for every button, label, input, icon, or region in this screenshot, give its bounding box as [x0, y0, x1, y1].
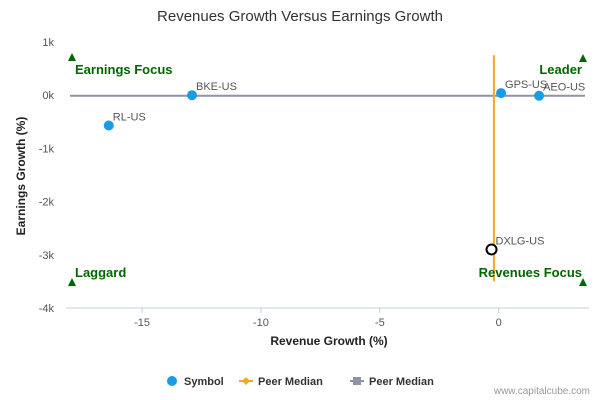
legend-label: Symbol: [184, 376, 224, 388]
credit-text: www.capitalcube.com: [493, 386, 590, 397]
y-tick-label: -3k: [39, 250, 55, 262]
chart-legend: Symbol Peer Median Peer Median: [167, 376, 434, 388]
legend-marker-diamond: [242, 377, 250, 385]
legend-item[interactable]: Peer Median: [350, 376, 434, 388]
scatter-point: [186, 90, 197, 101]
y-axis-ticks: 1k 0k -1k -2k -3k -4k: [39, 37, 55, 315]
x-axis-title: Revenue Growth (%): [270, 334, 387, 348]
chart-title: Revenues Growth Versus Earnings Growth: [157, 8, 443, 25]
y-tick-label: 0k: [42, 90, 54, 102]
scatter-point: [534, 90, 545, 101]
legend-marker-square: [353, 377, 361, 385]
scatter-point: [103, 120, 114, 131]
x-tick-label: 0: [496, 317, 502, 329]
quadrant-marker-top-left: [68, 53, 76, 61]
quadrant-label-laggard: Laggard: [75, 265, 126, 280]
legend-marker-circle: [167, 376, 177, 386]
quadrant-marker-bottom-left: [68, 278, 76, 286]
legend-item[interactable]: Symbol: [167, 376, 224, 388]
y-tick-label: -1k: [39, 143, 55, 155]
point-label: RL-US: [113, 112, 146, 124]
scatter-point: [496, 88, 507, 99]
highlight-point: [485, 243, 498, 256]
x-tick-label: -5: [375, 317, 385, 329]
highlight-point-label: DXLG-US: [496, 235, 545, 247]
legend-label: Peer Median: [258, 376, 323, 388]
y-tick-label: -4k: [39, 303, 55, 315]
legend-item[interactable]: Peer Median: [239, 376, 323, 388]
point-label: AEO-US: [543, 82, 585, 94]
x-tick-label: -15: [134, 317, 150, 329]
quadrant-label-leader: Leader: [539, 62, 582, 77]
point-label: BKE-US: [196, 81, 237, 93]
legend-label: Peer Median: [369, 376, 434, 388]
quadrant-label-revenues-focus: Revenues Focus: [479, 265, 582, 280]
y-axis-title: Earnings Growth (%): [14, 117, 28, 236]
quadrant-marker-top-right: [579, 54, 587, 62]
quadrant-labels: Earnings Focus Leader Laggard Revenues Focu…: [68, 53, 587, 286]
y-tick-label: 1k: [42, 37, 54, 49]
x-tick-label: -10: [253, 317, 269, 329]
point-label: GPS-US: [505, 79, 547, 91]
x-axis-ticks: -15 -10 -5 0: [134, 308, 502, 329]
quadrant-marker-bottom-right: [579, 278, 587, 286]
y-tick-label: -2k: [39, 197, 55, 209]
quadrant-label-earnings-focus: Earnings Focus: [75, 62, 173, 77]
